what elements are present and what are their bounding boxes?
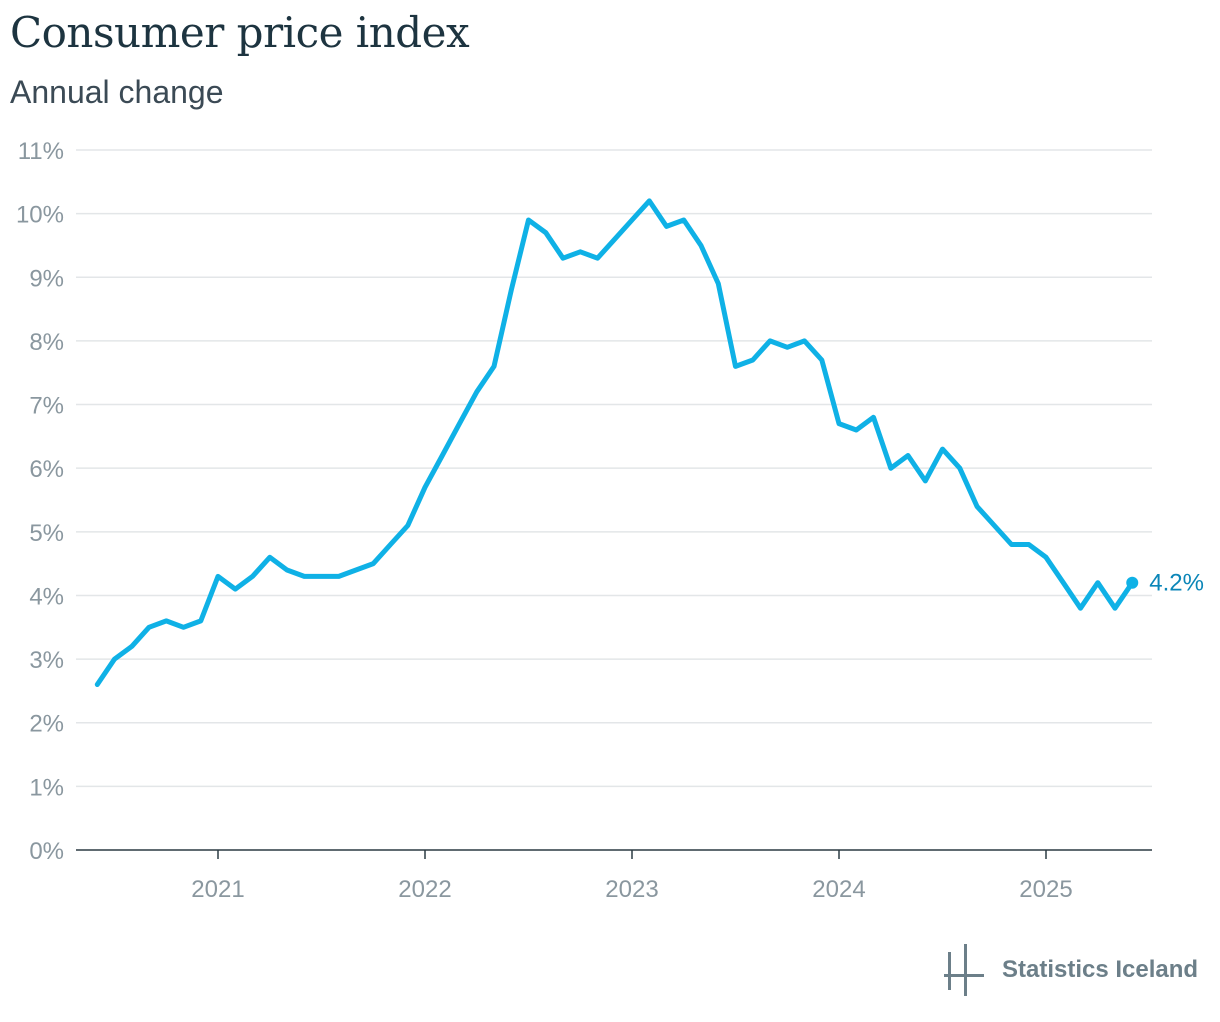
statistics-iceland-logo-icon	[944, 944, 984, 996]
brand: Statistics Iceland	[944, 944, 1206, 996]
x-tick-label: 2022	[398, 876, 451, 903]
end-value-label: 4.2%	[1149, 570, 1204, 597]
y-tick-label: 11%	[18, 138, 64, 165]
y-tick-label: 4%	[29, 583, 64, 610]
x-tick-label: 2023	[605, 876, 658, 903]
y-tick-label: 7%	[29, 393, 64, 420]
brand-name: Statistics Iceland	[1002, 956, 1199, 983]
y-axis-ticks: 0% 1% 2% 3% 4% 5% 6% 7% 8% 9% 10% 11%	[16, 138, 64, 865]
y-tick-label: 8%	[29, 329, 64, 356]
chart-title: Consumer price index	[10, 8, 470, 57]
gridlines	[76, 149, 1152, 788]
y-tick-label: 10%	[16, 202, 64, 229]
chart-subtitle: Annual change	[10, 74, 224, 110]
y-tick-label: 3%	[29, 647, 64, 674]
x-tick-label: 2024	[812, 876, 865, 903]
x-axis: 2021 2022 2023 2024 2025	[76, 849, 1152, 903]
y-tick-label: 9%	[29, 265, 64, 292]
end-point-marker	[1126, 576, 1139, 589]
x-tick-label: 2025	[1019, 876, 1072, 903]
y-tick-label: 0%	[29, 838, 64, 865]
series-line	[94, 198, 1135, 687]
x-tick-label: 2021	[191, 876, 244, 903]
y-tick-label: 5%	[29, 520, 64, 547]
y-tick-label: 2%	[29, 711, 64, 738]
series-layer: 4.2%	[94, 198, 1204, 687]
y-tick-label: 1%	[29, 774, 64, 801]
y-tick-label: 6%	[29, 456, 64, 483]
